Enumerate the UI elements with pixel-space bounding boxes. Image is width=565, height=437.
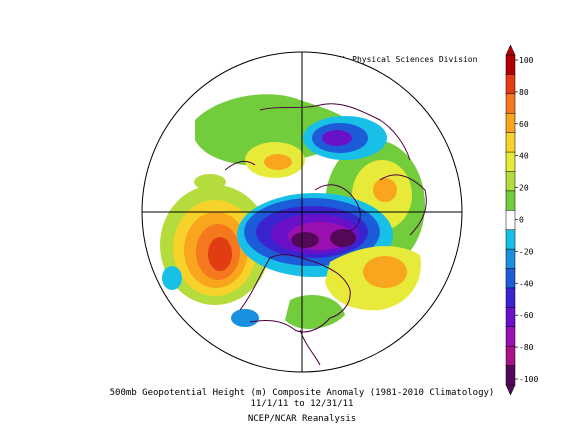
colorbar-segment xyxy=(505,229,516,250)
anomaly-bering-20 xyxy=(194,174,226,190)
anomaly-eastpacific-neg xyxy=(231,309,259,327)
colorbar-tick-label: -60 xyxy=(519,311,534,320)
colorbar-segment xyxy=(505,287,516,308)
credit-label: NOAA/ESRL Physical Sciences Division xyxy=(304,55,478,64)
colorbar-segment xyxy=(505,74,516,95)
colorbar-segment xyxy=(505,307,516,328)
title-line-2: 11/1/11 to 12/31/11 xyxy=(251,399,354,409)
anomaly-pacific-100 xyxy=(208,237,232,271)
colorbar-segment xyxy=(505,54,516,75)
colorbar-tick-label: 60 xyxy=(519,120,529,129)
map-border xyxy=(141,51,463,373)
colorbar-tick-label: 100 xyxy=(519,56,534,65)
coast-central-america xyxy=(299,329,321,366)
colorbar-tick-label: 20 xyxy=(519,184,529,193)
coast-greenland xyxy=(314,184,361,233)
colorbar-tick-label: 40 xyxy=(519,152,529,161)
polar-map xyxy=(141,51,463,373)
anomaly-canada-min-west xyxy=(291,232,319,248)
title-line-3: NCEP/NCAR Reanalysis xyxy=(248,414,356,424)
anomaly-atlantic-60 xyxy=(363,256,407,288)
anomaly-siberia-neg60 xyxy=(322,130,352,146)
colorbar-tick-label: -100 xyxy=(519,375,538,384)
colorbar-segment xyxy=(505,365,516,386)
coastlines xyxy=(224,103,427,366)
colorbar: 100 80 60 40 20 0 -20 -40 -60 -80 -100 xyxy=(505,44,538,396)
colorbar-segment xyxy=(505,326,516,347)
anomaly-hawaii-neg xyxy=(162,266,182,290)
anomaly-europe-60 xyxy=(373,178,397,202)
colorbar-segment xyxy=(505,112,516,134)
anomaly-alaska-60 xyxy=(264,154,292,170)
coast-alaska xyxy=(224,160,256,171)
colorbar-arrow-top xyxy=(505,44,516,56)
colorbar-segment xyxy=(505,345,516,367)
anomaly-us-20 xyxy=(285,295,345,330)
colorbar-tick-label: -40 xyxy=(519,279,534,288)
colorbar-segment xyxy=(505,93,516,114)
colorbar-tick-label: 80 xyxy=(519,88,529,97)
colorbar-segment xyxy=(505,171,516,192)
colorbar-segment xyxy=(505,151,516,173)
colorbar-arrow-bottom xyxy=(505,384,516,396)
colorbar-tick-label: -20 xyxy=(519,247,534,256)
colorbar-segment xyxy=(505,268,516,289)
colorbar-tick-label: -80 xyxy=(519,343,534,352)
colorbar-segment xyxy=(505,190,516,211)
colorbar-segment xyxy=(505,248,516,270)
colorbar-segment xyxy=(505,132,516,153)
anomaly-canada-min-east xyxy=(330,229,356,247)
colorbar-tick-label: 0 xyxy=(519,216,524,225)
colorbar-segment xyxy=(505,210,516,231)
coast-eurasia xyxy=(259,103,411,161)
coast-europe xyxy=(379,174,427,236)
title-line-1: 500mb Geopotential Height (m) Composite … xyxy=(110,388,495,398)
coast-north-america xyxy=(239,254,351,333)
